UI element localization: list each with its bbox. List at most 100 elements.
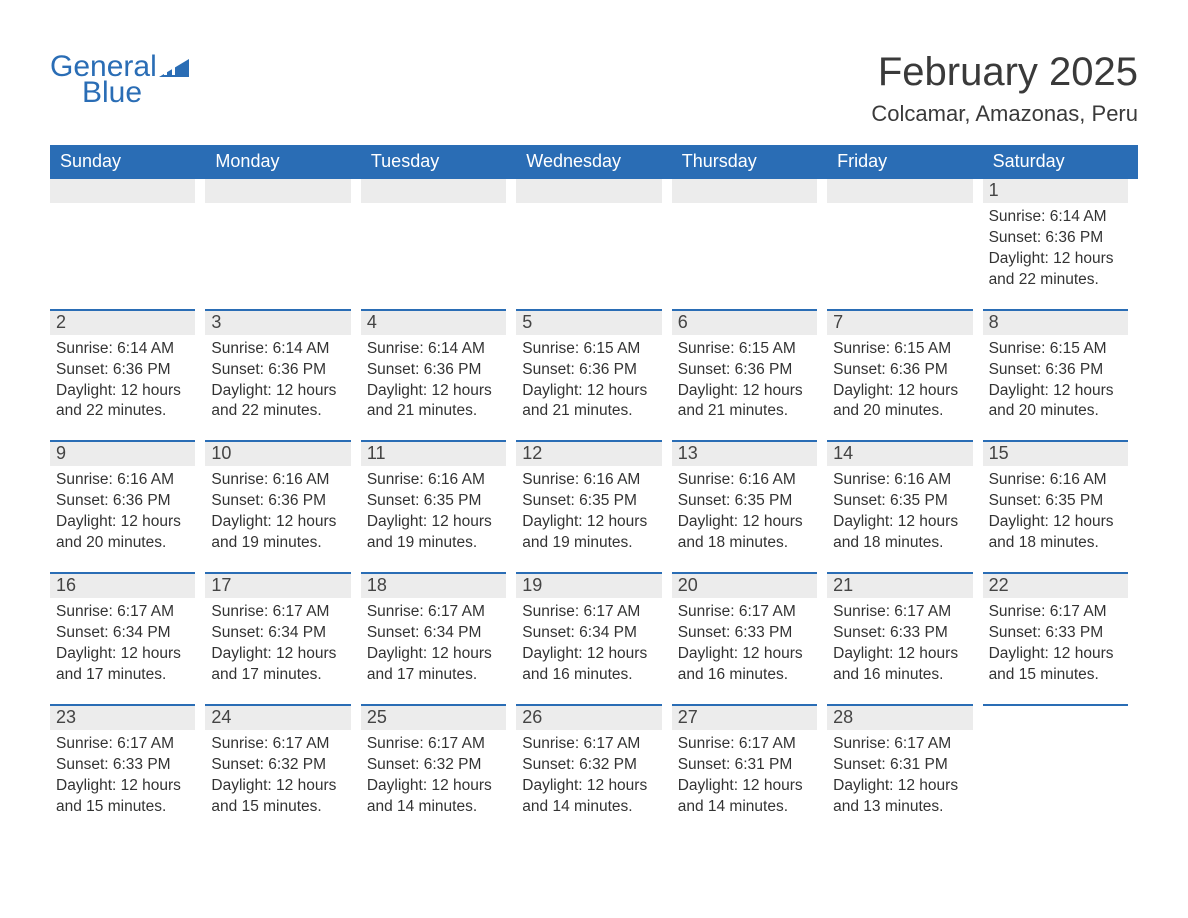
sunset-line: Sunset: 6:35 PM <box>833 491 972 512</box>
sunrise-line: Sunrise: 6:17 AM <box>367 734 506 755</box>
day-details: Sunrise: 6:14 AMSunset: 6:36 PMDaylight:… <box>205 335 350 423</box>
day-number: 15 <box>983 440 1128 466</box>
empty-cell <box>50 179 205 309</box>
day-cell: 11Sunrise: 6:16 AMSunset: 6:35 PMDayligh… <box>361 440 516 572</box>
weekday-header: Wednesday <box>516 145 671 179</box>
day-cell: 7Sunrise: 6:15 AMSunset: 6:36 PMDaylight… <box>827 309 982 441</box>
day-details: Sunrise: 6:16 AMSunset: 6:35 PMDaylight:… <box>672 466 817 554</box>
day-details: Sunrise: 6:17 AMSunset: 6:32 PMDaylight:… <box>361 730 506 818</box>
location-subtitle: Colcamar, Amazonas, Peru <box>871 101 1138 127</box>
day-number: 3 <box>205 309 350 335</box>
day-details: Sunrise: 6:16 AMSunset: 6:35 PMDaylight:… <box>361 466 506 554</box>
day-number: 17 <box>205 572 350 598</box>
empty-cell <box>672 179 827 309</box>
day-cell: 14Sunrise: 6:16 AMSunset: 6:35 PMDayligh… <box>827 440 982 572</box>
weekday-header: Friday <box>827 145 982 179</box>
sunrise-line: Sunrise: 6:15 AM <box>522 339 661 360</box>
day-number: 13 <box>672 440 817 466</box>
empty-daynum <box>983 704 1128 728</box>
daylight-line: Daylight: 12 hours and 19 minutes. <box>367 512 506 554</box>
day-details: Sunrise: 6:16 AMSunset: 6:36 PMDaylight:… <box>205 466 350 554</box>
daylight-line: Daylight: 12 hours and 16 minutes. <box>833 644 972 686</box>
sunset-line: Sunset: 6:36 PM <box>211 360 350 381</box>
sunrise-line: Sunrise: 6:16 AM <box>56 470 195 491</box>
day-number: 4 <box>361 309 506 335</box>
sunset-line: Sunset: 6:36 PM <box>678 360 817 381</box>
day-cell: 22Sunrise: 6:17 AMSunset: 6:33 PMDayligh… <box>983 572 1138 704</box>
day-number: 21 <box>827 572 972 598</box>
day-number: 20 <box>672 572 817 598</box>
day-details: Sunrise: 6:17 AMSunset: 6:34 PMDaylight:… <box>361 598 506 686</box>
daylight-line: Daylight: 12 hours and 22 minutes. <box>56 381 195 423</box>
empty-daynum <box>50 179 195 203</box>
sunrise-line: Sunrise: 6:17 AM <box>56 734 195 755</box>
day-number: 8 <box>983 309 1128 335</box>
sunset-line: Sunset: 6:36 PM <box>56 360 195 381</box>
sunset-line: Sunset: 6:34 PM <box>522 623 661 644</box>
daylight-line: Daylight: 12 hours and 17 minutes. <box>211 644 350 686</box>
empty-cell <box>827 179 982 309</box>
day-cell: 25Sunrise: 6:17 AMSunset: 6:32 PMDayligh… <box>361 704 516 836</box>
sunrise-line: Sunrise: 6:16 AM <box>522 470 661 491</box>
day-details: Sunrise: 6:17 AMSunset: 6:33 PMDaylight:… <box>827 598 972 686</box>
logo-text-block: General Blue <box>50 50 191 110</box>
sunrise-line: Sunrise: 6:14 AM <box>367 339 506 360</box>
sunrise-line: Sunrise: 6:16 AM <box>367 470 506 491</box>
day-details: Sunrise: 6:14 AMSunset: 6:36 PMDaylight:… <box>50 335 195 423</box>
day-number: 19 <box>516 572 661 598</box>
empty-daynum <box>672 179 817 203</box>
day-number: 27 <box>672 704 817 730</box>
day-number: 22 <box>983 572 1128 598</box>
empty-cell <box>516 179 671 309</box>
day-details: Sunrise: 6:16 AMSunset: 6:35 PMDaylight:… <box>983 466 1128 554</box>
day-details: Sunrise: 6:15 AMSunset: 6:36 PMDaylight:… <box>672 335 817 423</box>
day-number: 1 <box>983 179 1128 203</box>
sunrise-line: Sunrise: 6:17 AM <box>211 734 350 755</box>
sunrise-line: Sunrise: 6:14 AM <box>989 207 1128 228</box>
daylight-line: Daylight: 12 hours and 21 minutes. <box>367 381 506 423</box>
sunset-line: Sunset: 6:35 PM <box>989 491 1128 512</box>
day-details: Sunrise: 6:15 AMSunset: 6:36 PMDaylight:… <box>827 335 972 423</box>
daylight-line: Daylight: 12 hours and 14 minutes. <box>367 776 506 818</box>
logo: General Blue <box>50 50 191 110</box>
weekday-header: Saturday <box>983 145 1138 179</box>
day-cell: 23Sunrise: 6:17 AMSunset: 6:33 PMDayligh… <box>50 704 205 836</box>
empty-cell <box>983 704 1138 836</box>
day-details: Sunrise: 6:16 AMSunset: 6:35 PMDaylight:… <box>827 466 972 554</box>
day-number: 28 <box>827 704 972 730</box>
day-number: 7 <box>827 309 972 335</box>
weekday-header: Tuesday <box>361 145 516 179</box>
sunset-line: Sunset: 6:34 PM <box>367 623 506 644</box>
sunset-line: Sunset: 6:34 PM <box>211 623 350 644</box>
day-number: 23 <box>50 704 195 730</box>
day-number: 18 <box>361 572 506 598</box>
daylight-line: Daylight: 12 hours and 21 minutes. <box>678 381 817 423</box>
sunrise-line: Sunrise: 6:17 AM <box>522 734 661 755</box>
daylight-line: Daylight: 12 hours and 16 minutes. <box>522 644 661 686</box>
sunrise-line: Sunrise: 6:15 AM <box>833 339 972 360</box>
daylight-line: Daylight: 12 hours and 14 minutes. <box>678 776 817 818</box>
day-number: 11 <box>361 440 506 466</box>
sunrise-line: Sunrise: 6:17 AM <box>522 602 661 623</box>
day-details: Sunrise: 6:14 AMSunset: 6:36 PMDaylight:… <box>983 203 1128 291</box>
day-cell: 6Sunrise: 6:15 AMSunset: 6:36 PMDaylight… <box>672 309 827 441</box>
daylight-line: Daylight: 12 hours and 19 minutes. <box>211 512 350 554</box>
sunrise-line: Sunrise: 6:16 AM <box>211 470 350 491</box>
sunrise-line: Sunrise: 6:15 AM <box>989 339 1128 360</box>
day-details: Sunrise: 6:17 AMSunset: 6:34 PMDaylight:… <box>205 598 350 686</box>
sunset-line: Sunset: 6:36 PM <box>367 360 506 381</box>
daylight-line: Daylight: 12 hours and 18 minutes. <box>833 512 972 554</box>
sunrise-line: Sunrise: 6:14 AM <box>211 339 350 360</box>
header: General Blue February 2025 Colcamar, Ama… <box>50 50 1138 127</box>
daylight-line: Daylight: 12 hours and 15 minutes. <box>989 644 1128 686</box>
sunset-line: Sunset: 6:33 PM <box>833 623 972 644</box>
sunset-line: Sunset: 6:31 PM <box>833 755 972 776</box>
sunrise-line: Sunrise: 6:16 AM <box>989 470 1128 491</box>
day-details: Sunrise: 6:17 AMSunset: 6:31 PMDaylight:… <box>672 730 817 818</box>
day-number: 25 <box>361 704 506 730</box>
sunrise-line: Sunrise: 6:16 AM <box>678 470 817 491</box>
sunrise-line: Sunrise: 6:17 AM <box>367 602 506 623</box>
daylight-line: Daylight: 12 hours and 22 minutes. <box>989 249 1128 291</box>
day-cell: 8Sunrise: 6:15 AMSunset: 6:36 PMDaylight… <box>983 309 1138 441</box>
sunrise-line: Sunrise: 6:17 AM <box>678 602 817 623</box>
